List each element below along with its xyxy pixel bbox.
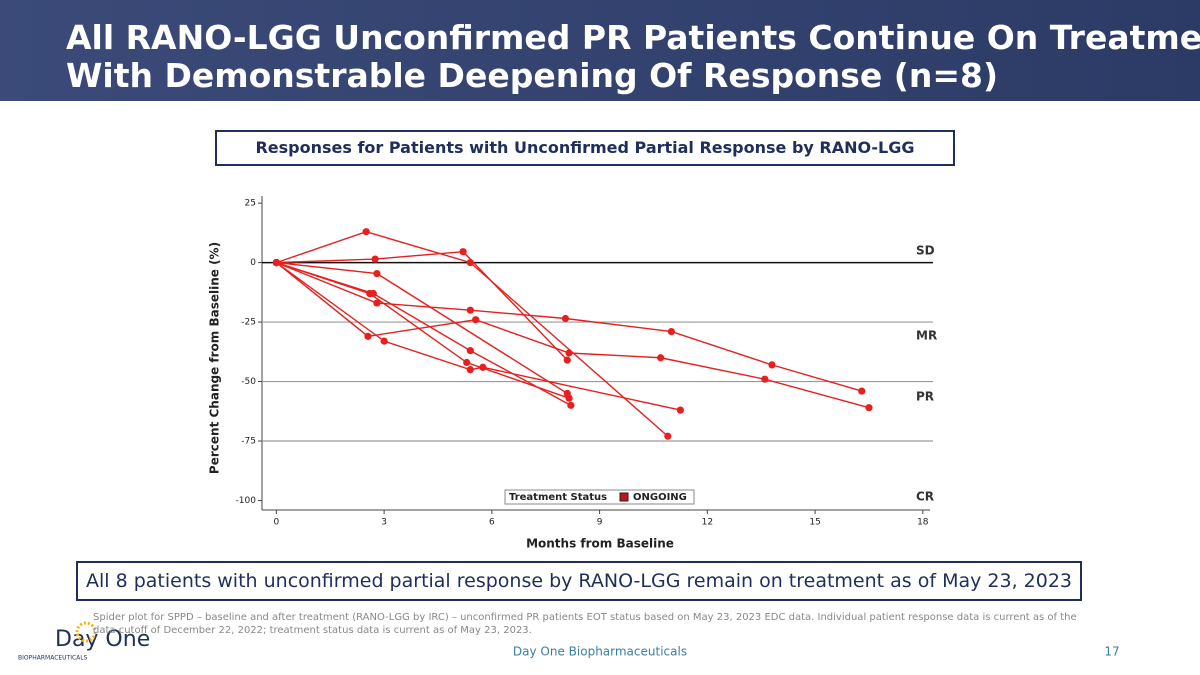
y-axis-label: Percent Change from Baseline (%) <box>208 242 222 474</box>
zone-label: CR <box>916 490 934 504</box>
patient-point <box>565 349 573 357</box>
patient-point <box>466 259 474 267</box>
legend-label: ONGOING <box>633 492 687 503</box>
patient-point <box>459 248 467 256</box>
patient-point <box>364 332 372 340</box>
patient-point <box>479 363 487 371</box>
patient-point <box>373 269 381 278</box>
logo: Day One <box>55 627 150 652</box>
patient-point <box>463 358 471 367</box>
header: All RANO-LGG Unconfirmed PR Patients Con… <box>0 0 1200 101</box>
patient-line <box>276 261 570 399</box>
patient-line <box>276 250 568 361</box>
y-tick-label: -100 <box>236 496 257 506</box>
zone-label: SD <box>916 244 935 258</box>
y-tick-label: -25 <box>241 318 256 328</box>
page-number: 17 <box>1104 645 1119 659</box>
y-tick-label: -75 <box>241 437 256 447</box>
patient-point <box>380 337 388 345</box>
patient-point <box>466 306 474 314</box>
patient-point <box>362 228 370 236</box>
patient-point <box>567 401 575 409</box>
patient-line <box>275 262 681 411</box>
patient-point <box>667 327 676 336</box>
patient-point <box>369 289 377 298</box>
logo-tagline: BIOPHARMACEUTICALS <box>18 655 88 662</box>
patient-point <box>373 299 381 307</box>
patient-point <box>676 406 684 414</box>
legend-box <box>504 489 695 505</box>
patient-point <box>272 259 280 267</box>
callout: All 8 patients with unconfirmed partial … <box>76 561 1082 601</box>
legend-swatch <box>619 492 629 502</box>
logo-sun <box>75 621 97 643</box>
patient-point <box>466 366 474 374</box>
x-tick-label: 18 <box>917 518 929 528</box>
patient-point <box>664 432 672 440</box>
x-tick-label: 6 <box>489 518 495 528</box>
legend-title: Treatment Status <box>509 492 607 503</box>
x-tick-label: 0 <box>273 518 279 528</box>
footer-company: Day One Biopharmaceuticals <box>513 645 687 659</box>
title: All RANO-LGG Unconfirmed PR Patients Con… <box>66 18 1200 57</box>
y-tick-label: -50 <box>241 377 256 387</box>
x-tick-label: 3 <box>381 518 387 528</box>
y-tick-label: 25 <box>245 199 256 209</box>
footnote: Spider plot for SPPD – baseline and afte… <box>93 612 1077 636</box>
y-tick-label: 0 <box>250 258 256 268</box>
patient-line <box>276 261 572 406</box>
chart-title: Responses for Patients with Unconfirmed … <box>215 130 955 166</box>
x-tick-label: 12 <box>702 518 713 528</box>
patient-point <box>472 316 480 324</box>
patient-point <box>761 375 769 383</box>
patient-point <box>371 255 379 263</box>
patient-point <box>657 354 665 362</box>
title: With Demonstrable Deepening Of Response … <box>66 56 999 95</box>
patient-point <box>466 347 474 355</box>
zone-label: MR <box>916 329 937 343</box>
x-tick-label: 15 <box>809 518 820 528</box>
x-axis-label: Months from Baseline <box>526 537 674 551</box>
zone-label: PR <box>916 390 934 404</box>
patient-point <box>865 404 873 412</box>
patient-point <box>565 394 573 402</box>
patient-point <box>563 356 571 364</box>
x-tick-label: 9 <box>597 518 603 528</box>
patient-point <box>561 314 570 323</box>
patient-point <box>768 361 776 369</box>
patient-point <box>858 387 866 395</box>
